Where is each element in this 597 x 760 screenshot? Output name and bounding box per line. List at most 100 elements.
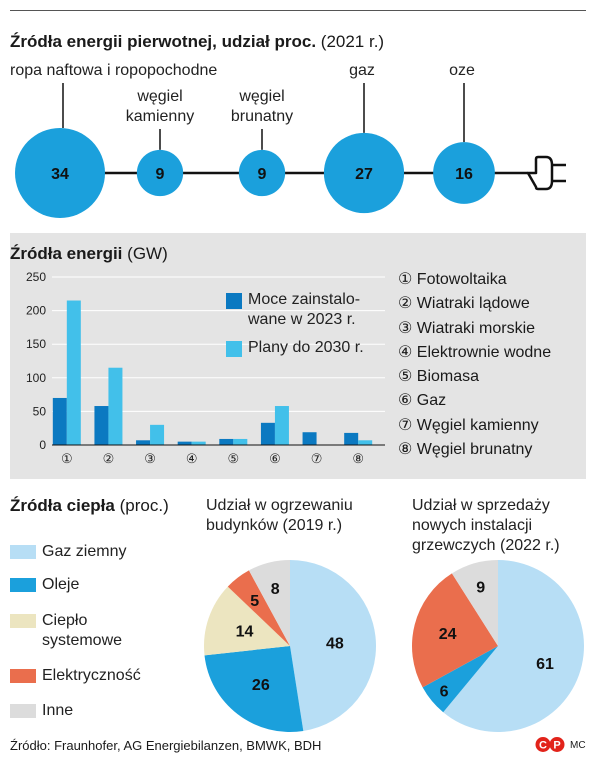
category-legend: ① Fotowoltaika ② Wiatraki lądowe ③ Wiatr… (398, 268, 551, 462)
section3-title: Źródła ciepła (proc.) (10, 496, 169, 516)
bar-installed (177, 441, 192, 445)
legend-label-installed: Moce zainstalo- wane w 2023 r. (248, 291, 361, 328)
pie-slice (422, 646, 498, 713)
bubble-value: 9 (156, 166, 165, 183)
primary-energy-bubble-chart: 34 ropa naftowa i ropopochodne 9 węgiel kami… (10, 62, 566, 218)
pie-slice (204, 586, 290, 656)
bar-installed (136, 440, 151, 445)
category-legend-item: ⑧ Węgiel brunatny (398, 441, 533, 459)
svg-text:P: P (553, 740, 560, 752)
y-tick-label: 200 (26, 304, 46, 318)
bar-plans (191, 441, 206, 445)
category-legend-item: ⑦ Węgiel kamienny (398, 416, 539, 434)
x-tick-label: ⑤ (227, 451, 239, 466)
svg-text:C: C (539, 740, 547, 752)
category-legend-item: ⑥ Gaz (398, 392, 447, 410)
cp-logo-icon: C P (535, 737, 565, 752)
pie-value-label: 24 (439, 626, 457, 643)
bubble-label: gaz (349, 62, 375, 79)
legend-swatch-elektrycznosc (10, 669, 36, 683)
bubble (238, 149, 286, 197)
section3-title-bold: Źródła ciepła (10, 496, 115, 515)
bar-plans (108, 367, 123, 445)
y-tick-label: 50 (33, 404, 47, 418)
section2-title-bold: Źródła energii (10, 244, 123, 263)
pie-chart-buildings: 48 26 14 58 (204, 560, 377, 732)
category-legend-item: ③ Wiatraki morskie (398, 319, 536, 337)
bubble (136, 149, 184, 197)
source-note: Źródło: Fraunhofer, AG Energiebilanzen, … (10, 738, 322, 753)
pie-slice (412, 573, 498, 688)
bar-plans (274, 406, 289, 445)
bubble-label: węgiel (136, 88, 182, 105)
pie-value-label: 48 (326, 636, 344, 653)
pie-value-label: 26 (252, 677, 270, 694)
legend-label-elektrycznosc: Elektryczność (42, 667, 141, 684)
legend-label-gaz-ziemny: Gaz ziemny (42, 543, 127, 560)
y-tick-label: 150 (26, 337, 46, 351)
legend-swatch-inne (10, 704, 36, 718)
pie-value-label: 14 (236, 624, 254, 641)
y-tick-label: 0 (39, 438, 46, 452)
section3-title-rest: (proc.) (119, 496, 169, 515)
bubble-label: ropa naftowa i ropopochodne (10, 62, 217, 79)
pie2-title: Udział w sprzedaży nowych instalacji grz… (412, 497, 560, 554)
y-tick-label: 100 (26, 371, 46, 385)
bar-installed (344, 432, 359, 445)
pie-value-label: 61 (536, 656, 554, 673)
legend-label-cieplo-systemowe: Ciepło systemowe (42, 612, 123, 649)
top-rule (10, 10, 586, 11)
bubble-label: brunatny (231, 108, 293, 125)
bar-installed (94, 406, 109, 445)
x-tick-label: ② (103, 451, 115, 466)
pie-chart-new-installations: 61 6 24 9 (412, 560, 584, 732)
bubble-value: 16 (455, 166, 473, 183)
section1-title-rest: (2021 r.) (320, 32, 385, 51)
bubble-label: oze (449, 62, 475, 79)
category-legend-item: ② Wiatraki lądowe (398, 295, 530, 313)
x-tick-label: ① (61, 451, 73, 466)
bar-plans (358, 440, 373, 445)
x-tick-label: ⑥ (269, 451, 281, 466)
legend-swatch-cieplo-systemowe (10, 614, 36, 628)
bar-installed (219, 438, 234, 445)
category-legend-item: ④ Elektrownie wodne (398, 343, 552, 361)
x-tick-label: ③ (144, 451, 156, 466)
section1-title: Źródła energii pierwotnej, udział proc. … (10, 32, 384, 52)
bubble-value: 27 (355, 166, 373, 183)
legend-swatch-oleje (10, 578, 36, 592)
bubble-label: węgiel (238, 88, 284, 105)
x-tick-label: ⑧ (352, 451, 364, 466)
legend-label-plans: Plany do 2030 r. (248, 339, 364, 356)
pie-slice (443, 560, 584, 732)
bubble-value: 9 (258, 166, 267, 183)
section2-title-rest: (GW) (127, 244, 168, 263)
energy-sources-bar-chart: 0 50 100 150 200 250 ① ② ③ ④ ⑤ ⑥ ⑦ ⑧ (26, 270, 385, 466)
pie-slice (248, 560, 290, 646)
pie-value-label: 5 (250, 593, 259, 610)
bar-installed (302, 432, 317, 445)
category-legend-item: ⑤ Biomasa (398, 368, 480, 386)
pie-slice (451, 560, 498, 646)
legend-swatch-gaz-ziemny (10, 545, 36, 559)
x-tick-label: ④ (186, 451, 198, 466)
pie-slice (290, 560, 377, 731)
y-tick-label: 250 (26, 270, 46, 284)
x-tick-label: ⑦ (311, 451, 323, 466)
bubble (323, 132, 405, 214)
pie-value-label: 8 (271, 581, 280, 598)
section2-title: Źródła energii (GW) (10, 244, 168, 264)
legend-swatch-plans (226, 341, 242, 357)
bar-plans (233, 438, 248, 445)
pie-slice (204, 646, 304, 732)
legend-label-inne: Inne (42, 702, 74, 719)
pie-value-label: 6 (440, 684, 449, 701)
bar-installed (260, 422, 275, 445)
bubble (433, 142, 495, 204)
bar-installed (52, 397, 67, 445)
bar-plans (66, 300, 81, 445)
category-legend-item: ① Fotowoltaika (398, 271, 507, 288)
section1-title-bold: Źródła energii pierwotnej, udział proc. (10, 32, 317, 51)
pie-slice (227, 570, 290, 646)
credit: MC (570, 740, 586, 751)
